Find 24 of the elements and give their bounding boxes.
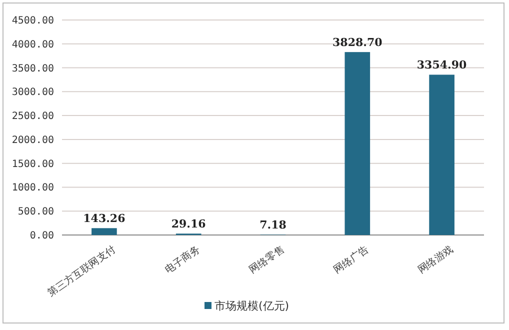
y-tick-label: 4000.00	[12, 39, 54, 50]
x-tick-label: 网络广告	[331, 243, 372, 276]
x-tick-label: 第三方互联网支付	[46, 243, 118, 300]
y-tick-label: 500.00	[18, 206, 54, 218]
bar	[344, 52, 370, 235]
y-tick-label: 1500.00	[12, 158, 54, 170]
text: 143.26	[83, 212, 126, 226]
text: 3828.70	[332, 36, 382, 50]
bar	[92, 228, 117, 235]
legend-label: 市场规模(亿元)	[214, 299, 290, 312]
x-tick-label: 网络零售	[247, 243, 287, 276]
y-tick-label: 0.00	[30, 230, 54, 242]
y-tick-label: 4500.00	[12, 16, 54, 26]
y-tick-label: 3000.00	[12, 87, 54, 98]
y-tick-label: 2000.00	[12, 134, 54, 146]
y-tick-label: 2500.00	[12, 111, 54, 122]
text: 3354.90	[416, 58, 467, 72]
text: 29.16	[171, 218, 206, 231]
y-tick-label: 3500.00	[12, 63, 54, 74]
x-tick-label: 电子商务	[162, 243, 202, 276]
bar	[429, 74, 454, 235]
x-tick-label: 网络游戏	[416, 243, 456, 276]
text: 7.18	[260, 218, 286, 232]
y-tick-label: 1000.00	[12, 182, 54, 194]
